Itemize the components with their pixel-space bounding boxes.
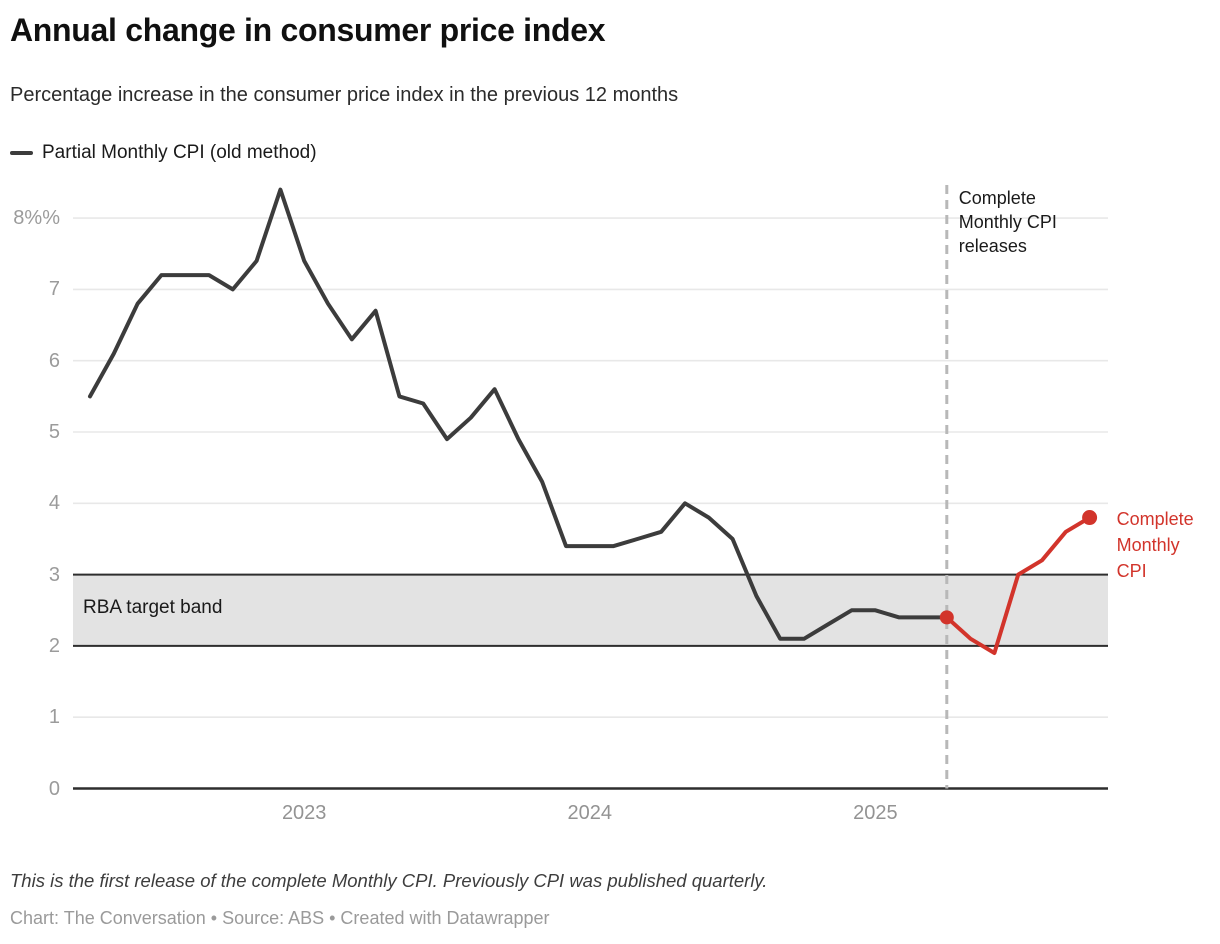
footnote: This is the first release of the complet… — [10, 870, 768, 891]
y-axis-label: 4 — [48, 492, 60, 515]
y-axis-label: 1 — [48, 706, 60, 729]
credit-line: Chart: The Conversation • Source: ABS • … — [10, 908, 550, 928]
legend-line-swatch — [10, 151, 33, 155]
y-axis-label: 2 — [48, 634, 60, 657]
x-axis-label: 2023 — [281, 802, 327, 824]
partial-cpi-line — [88, 187, 949, 641]
y-axis-label: 6 — [48, 349, 60, 372]
legend-label: Partial Monthly CPI (old method) — [42, 142, 317, 163]
y-axis-label: 0 — [48, 777, 60, 800]
y-axis-label: 5 — [48, 421, 60, 443]
x-axis-label: 2025 — [853, 802, 898, 824]
complete-cpi-line — [944, 515, 1092, 655]
y-axis-label: 7 — [48, 278, 60, 301]
legend: Partial Monthly CPI (old method) — [10, 142, 317, 164]
target-band — [73, 574, 1108, 646]
release-annotation: Complete Monthly CPI releases — [958, 188, 1057, 256]
target-band-label: RBA target band — [83, 596, 223, 618]
chart-title: Annual change in consumer price index — [10, 12, 606, 48]
x-axis-label: 2024 — [567, 802, 613, 824]
complete-cpi-label: Complete Monthly CPI — [1116, 508, 1194, 581]
series-start-dot — [939, 610, 954, 625]
y-axis-label: 8%% — [13, 207, 60, 230]
series-end-dot — [1082, 510, 1098, 526]
y-axis-label: 3 — [48, 563, 60, 586]
chart-subtitle: Percentage increase in the consumer pric… — [10, 84, 679, 106]
